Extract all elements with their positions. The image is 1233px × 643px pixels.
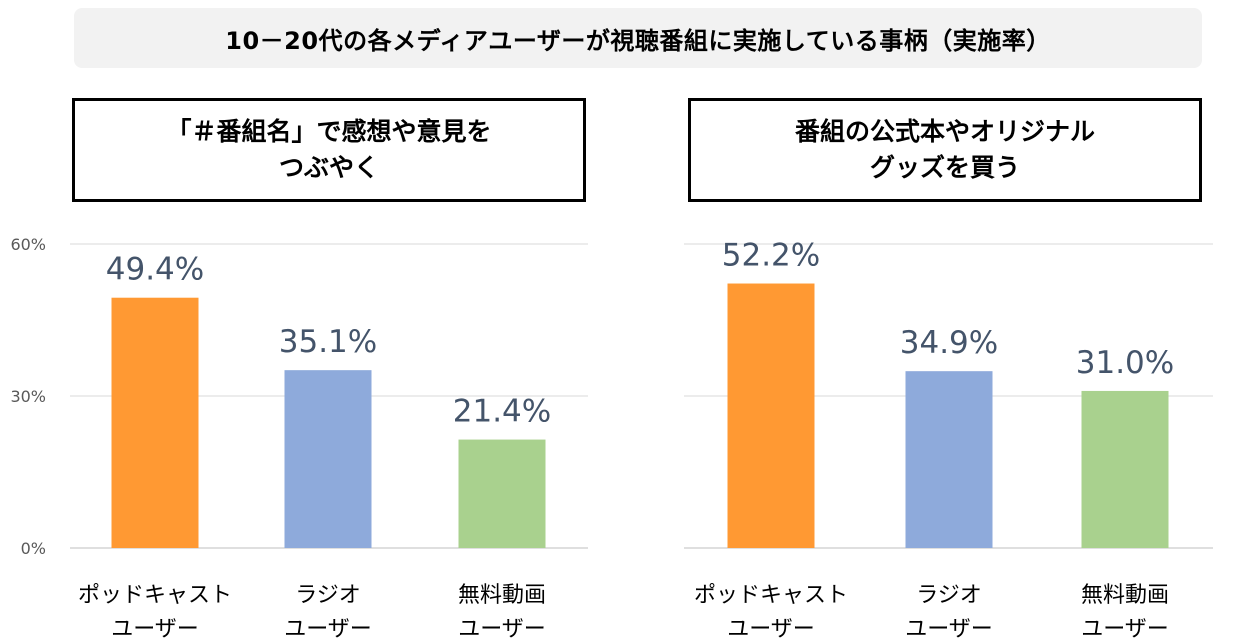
- category-label: ユーザー: [727, 617, 815, 642]
- panel-title-right: 番組の公式本やオリジナル グッズを買う: [688, 98, 1202, 202]
- bar: [727, 283, 815, 548]
- category-label: ユーザー: [111, 617, 199, 642]
- category-label: ポッドキャスト: [78, 583, 232, 608]
- data-label: 31.0%: [1076, 345, 1174, 381]
- category-label: ラジオ: [916, 583, 982, 608]
- category-label: ユーザー: [458, 617, 546, 642]
- bar: [284, 370, 372, 548]
- bar: [458, 439, 546, 548]
- panel-title-left: 「＃番組名」で感想や意見を つぶやく: [72, 98, 586, 202]
- bar: [111, 297, 199, 548]
- category-label: 無料動画: [458, 583, 546, 608]
- data-label: 52.2%: [722, 238, 820, 274]
- chart-main-title: 10－20代の各メディアユーザーが視聴番組に実施している事柄（実施率）: [74, 8, 1202, 68]
- category-label: ラジオ: [295, 583, 361, 608]
- category-label: ユーザー: [284, 617, 372, 642]
- bar: [1081, 390, 1169, 548]
- category-label: ポッドキャスト: [694, 583, 848, 608]
- y-tick-label: 0%: [21, 539, 46, 558]
- data-label: 34.9%: [900, 325, 998, 361]
- y-tick-label: 30%: [10, 387, 46, 406]
- data-label: 35.1%: [279, 324, 377, 360]
- category-label: 無料動画: [1081, 583, 1169, 608]
- y-tick-label: 60%: [10, 235, 46, 254]
- data-label: 21.4%: [453, 394, 551, 430]
- bar: [905, 371, 993, 548]
- category-label: ユーザー: [905, 617, 993, 642]
- data-label: 49.4%: [106, 252, 204, 288]
- category-label: ユーザー: [1081, 617, 1169, 642]
